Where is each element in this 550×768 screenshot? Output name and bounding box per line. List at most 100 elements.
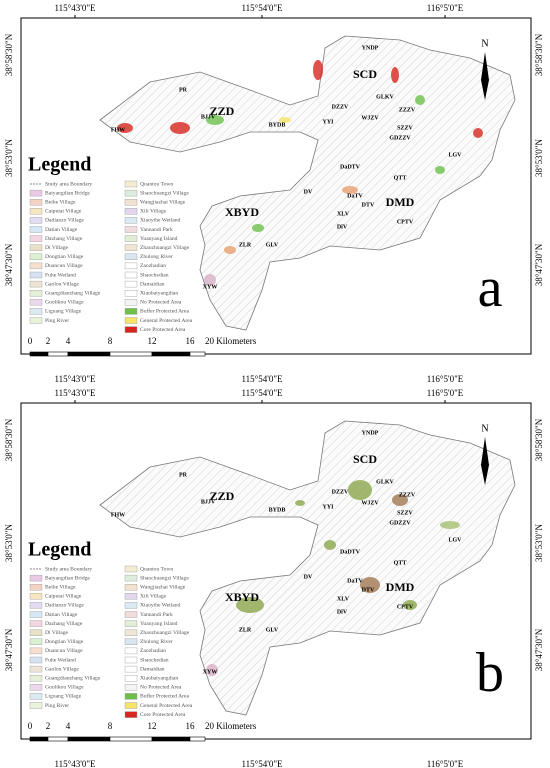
scale-label: 4 (66, 721, 71, 731)
legend-label: Guolikou Village (45, 685, 84, 691)
legend-label: Xiaobaiyangdian (140, 290, 178, 296)
place-label: ZZD (210, 489, 235, 503)
place-label: ZLR (239, 242, 252, 248)
legend-label: Shaochedian (140, 272, 169, 278)
legend-label: Quantou Town (140, 566, 173, 572)
place-label: ZZZV (399, 107, 416, 113)
legend-label: Baiyangdian Bridge (45, 575, 90, 581)
legend-label: Gaolou Village (45, 281, 79, 287)
legend-swatch (29, 208, 43, 215)
legend-label: Zhulong River (140, 254, 173, 260)
legend-swatch (29, 620, 43, 627)
place-label: ZZZV (399, 492, 416, 498)
scale-label: 16 (186, 336, 196, 346)
legend-label: Dongtian Village (45, 639, 84, 645)
place-label: DiV (337, 224, 348, 230)
legend-swatch (29, 656, 43, 664)
map-panel: 115°43'0"E 115°43'0"E 115°54'0"E 115°54'0"E… (4, 388, 544, 768)
legend-label: Guangdianzhang Village (45, 675, 101, 681)
legend-swatch (124, 226, 138, 233)
place-label: SCD (353, 452, 377, 466)
legend-swatch (124, 665, 138, 673)
place-label: DZZV (332, 104, 349, 110)
legend-label: Zaozhadian (140, 263, 166, 269)
legend-label: Xiaobaiyangdian (140, 675, 178, 681)
legend-swatch (124, 602, 138, 609)
latitude-label: 38°53'0"N (534, 524, 544, 562)
latitude-label: 38°58'30"N (4, 418, 14, 461)
legend-label: Xiaoyihe Wetland (140, 603, 181, 609)
legend-label: Study area Boundary (45, 566, 92, 572)
longitude-label: 115°54'0"E (241, 3, 283, 13)
land-patch (206, 664, 218, 676)
land-patch (440, 521, 460, 529)
latitude-label: 38°58'30"N (534, 418, 544, 461)
legend-label: Shaochuangzi Village (140, 190, 189, 196)
place-label: DV (304, 189, 313, 195)
legend-label: Core Protected Area (140, 327, 186, 333)
legend-label: Quantou Town (140, 181, 173, 187)
legend-label: Xiaoyihe Wetland (140, 218, 181, 224)
legend-swatch (124, 656, 138, 664)
place-label: GDZZV (389, 520, 411, 526)
land-patch (360, 577, 380, 593)
legend-swatch (124, 702, 138, 709)
place-label: YYI (322, 119, 334, 125)
map-panel: 115°43'0"E 115°43'0"E 115°54'0"E 115°54'0"E… (4, 3, 544, 384)
scale-label: 0 (28, 336, 33, 346)
legend-label: Core Protected Area (140, 712, 186, 718)
legend-label: Duancun Village (45, 648, 83, 654)
legend-swatch (124, 647, 138, 655)
latitude-label: 38°58'30"N (4, 33, 14, 76)
legend-swatch (29, 317, 43, 324)
scale-segment (47, 351, 69, 357)
legend-label: No Protected Area (140, 300, 182, 306)
latitude-label: 38°58'30"N (534, 33, 544, 76)
longitude-label: 115°54'0"E (241, 374, 283, 384)
north-label: N (481, 423, 488, 434)
land-patch (224, 246, 236, 254)
legend-label: Datian Village (45, 612, 78, 618)
place-label: DMD (386, 195, 415, 209)
legend-label: Caiputai Village (45, 594, 82, 600)
place-label: LGV (448, 152, 462, 158)
longitude-label: 115°43'0"E (54, 3, 96, 13)
land-patch (170, 122, 190, 134)
legend-label: Di Village (45, 630, 69, 636)
legend-swatch (29, 198, 43, 206)
place-label: DMD (386, 580, 415, 594)
north-arrow (481, 437, 489, 485)
legend-label: Di Village (45, 245, 69, 251)
legend-label: Datian Village (45, 227, 78, 233)
scale-segment (29, 351, 49, 357)
longitude-label: 116°5'0"E (427, 3, 464, 13)
place-label: YNDP (362, 430, 379, 436)
place-label: XYW (203, 669, 218, 675)
longitude-label: 115°43'0"E (54, 388, 96, 398)
scale-label: 12 (148, 721, 157, 731)
legend-swatch (29, 702, 43, 709)
legend-swatch (124, 620, 138, 627)
scale-label: 8 (108, 721, 113, 731)
legend-label: Zhaozhuangzi Village (140, 630, 190, 636)
legend-swatch (29, 299, 43, 306)
legend-swatch (29, 271, 43, 279)
place-label: DaDTV (340, 164, 361, 170)
legend-label: Dadianzo Village (45, 603, 84, 609)
place-label: ZZD (210, 104, 235, 118)
place-label: DaTV (347, 578, 363, 584)
scale-label: 2 (46, 336, 51, 346)
legend-swatch (124, 611, 138, 618)
land-patch (204, 274, 216, 286)
legend-label: Ping River (45, 703, 69, 709)
latitude-label: 38°47'30"N (4, 628, 14, 671)
place-label: FHW (111, 127, 125, 133)
place-label: SCD (353, 67, 377, 81)
legend-label: Fuhe Wetland (45, 657, 76, 663)
legend-label: Damaidian (140, 281, 165, 287)
place-label: DTV (362, 202, 375, 208)
legend-swatch (29, 253, 43, 261)
legend-label: Yannandi Park (140, 612, 173, 618)
scale-segment (151, 351, 191, 357)
legend-label: Wangjiazhai Village (140, 584, 186, 590)
